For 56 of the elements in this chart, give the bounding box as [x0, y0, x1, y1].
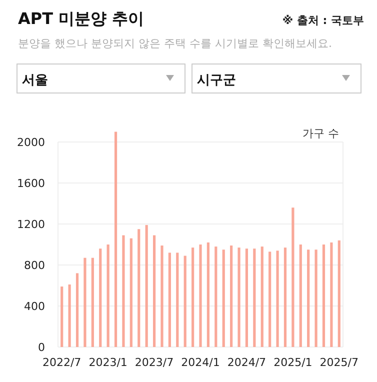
bar — [338, 240, 340, 347]
text: 시구군 — [197, 73, 236, 88]
bar — [230, 246, 233, 347]
bar — [307, 250, 310, 347]
x-tick-label: 2025/7 — [320, 356, 358, 369]
bar — [322, 244, 326, 347]
bar — [245, 248, 248, 347]
x-tick-label: 2022/7 — [42, 356, 82, 369]
bar — [206, 242, 210, 347]
bar — [160, 246, 164, 347]
bar — [138, 229, 140, 347]
bar — [122, 235, 125, 347]
bar — [176, 252, 179, 347]
bar — [268, 252, 272, 347]
y-axis-title: 가구 수 — [302, 127, 339, 140]
bar — [130, 238, 132, 347]
bar — [168, 252, 171, 347]
bar — [276, 250, 279, 347]
y-tick-label: 2000 — [17, 136, 45, 149]
bar — [284, 248, 287, 347]
bar — [76, 273, 79, 347]
chart-subtitle: 분양을 했으나 분양되지 않은 주택 수를 시기별로 확인해보세요. — [18, 37, 332, 50]
bar — [238, 248, 240, 347]
bar — [299, 244, 302, 347]
y-tick-label: 400 — [24, 300, 45, 313]
text: 서울 — [22, 73, 48, 88]
bar — [191, 248, 194, 347]
bar — [260, 246, 264, 347]
bar — [199, 244, 202, 347]
bar — [253, 248, 256, 347]
bar — [114, 132, 118, 347]
bar — [214, 246, 218, 347]
bar — [99, 248, 102, 347]
y-tick-label: 1200 — [17, 218, 45, 231]
bar — [292, 208, 294, 347]
bar — [68, 284, 71, 347]
y-tick-label: 0 — [38, 341, 45, 354]
bar — [145, 225, 148, 347]
x-tick-label: 2024/1 — [181, 356, 220, 369]
x-tick-label: 2024/7 — [227, 356, 266, 369]
x-tick-label: 2023/7 — [134, 356, 174, 369]
bar — [91, 258, 94, 347]
bar — [106, 244, 110, 347]
y-tick-label: 800 — [24, 259, 45, 272]
bar — [222, 250, 225, 347]
bar — [184, 256, 186, 347]
x-tick-label: 2023/1 — [88, 356, 128, 369]
text: ※ 출처 : 국토부 — [282, 14, 364, 27]
bar — [330, 242, 333, 347]
chart-title: APT 미분양 추이 — [18, 9, 144, 28]
bar — [60, 286, 64, 347]
x-tick-label: 2025/1 — [274, 356, 312, 369]
bar — [314, 250, 318, 347]
y-tick-label: 1600 — [17, 177, 45, 190]
bar — [84, 258, 86, 347]
bar — [152, 235, 156, 347]
